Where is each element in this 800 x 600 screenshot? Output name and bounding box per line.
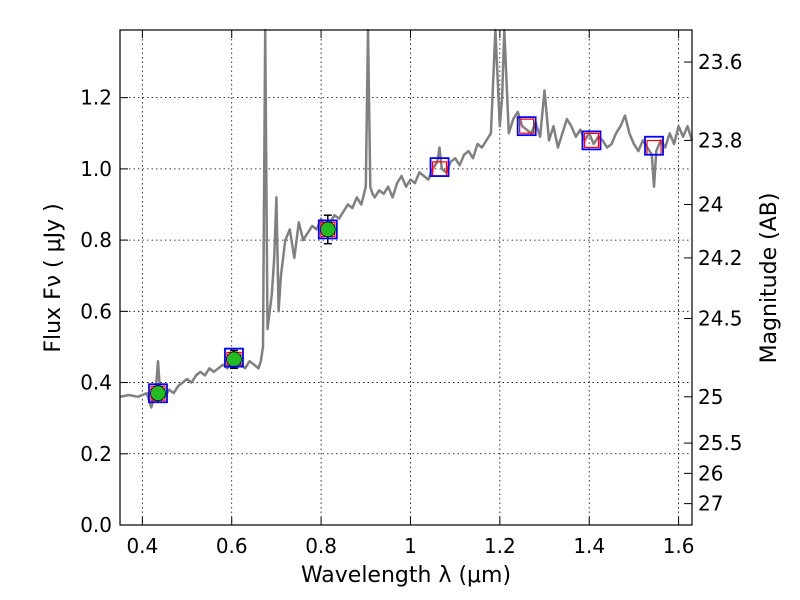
y-tick-label: 1.2 — [80, 86, 112, 110]
x-tick-label: 1.2 — [484, 534, 516, 558]
y-tick-label: 1.0 — [80, 157, 112, 181]
y2-tick-label: 24.2 — [698, 246, 743, 270]
model-point-red — [519, 118, 535, 134]
y2-tick-label: 23.6 — [698, 50, 743, 74]
y2-tick-label: 24.5 — [698, 306, 743, 330]
model-point-blue — [516, 116, 537, 137]
model-point-blue — [317, 219, 338, 240]
y2-tick-label: 25.5 — [698, 431, 743, 455]
photometry-point — [319, 221, 336, 238]
x-axis-label: Wavelength λ (μm) — [301, 563, 511, 588]
markers-layer — [148, 116, 664, 404]
plot-frame — [119, 29, 693, 526]
y2-axis-ticks: 23.6 23.8 24 24.2 24.5 25 25.5 26 27 — [684, 50, 743, 516]
y-axis-label: Flux Fν ( μJy ) — [41, 203, 66, 352]
y2-tick-label: 24 — [698, 192, 723, 216]
y-tick-label: 0.4 — [80, 371, 112, 395]
y2-axis-label: Magnitude (AB) — [757, 193, 782, 364]
spectrum-layer — [119, 28, 694, 409]
model-point-blue — [644, 135, 664, 156]
y2-tick-label: 27 — [698, 492, 723, 516]
model-point-red — [583, 132, 600, 148]
model-point-blue — [429, 157, 450, 178]
y2-tick-label: 25 — [698, 385, 723, 409]
model-point-blue — [148, 383, 168, 404]
x-tick-label: 1.4 — [573, 534, 605, 558]
y-tick-label: 0.8 — [80, 228, 112, 252]
y2-tick-label: 23.8 — [698, 128, 743, 152]
x-tick-label: 0.4 — [126, 534, 158, 558]
x-axis-ticks: 0.4 0.6 0.8 1 1.2 1.4 1.6 — [126, 30, 695, 558]
spectrum-line — [119, 28, 694, 409]
y-tick-label: 0.6 — [80, 299, 112, 323]
x-tick-label: 0.8 — [305, 534, 337, 558]
model-point-blue — [224, 347, 244, 368]
grid-lines — [120, 30, 692, 526]
model-point-blue — [581, 130, 602, 151]
y-axis-ticks: 0.0 0.2 0.4 0.6 0.8 1.0 1.2 — [80, 86, 128, 537]
photometry-point — [150, 385, 166, 402]
y-tick-label: 0.2 — [80, 442, 112, 466]
photometry-point — [226, 351, 242, 368]
x-tick-label: 1.6 — [663, 534, 695, 558]
y-tick-label: 0.0 — [80, 513, 112, 537]
y2-tick-label: 26 — [698, 461, 723, 485]
x-tick-label: 0.6 — [216, 534, 248, 558]
x-tick-label: 1 — [404, 534, 417, 558]
